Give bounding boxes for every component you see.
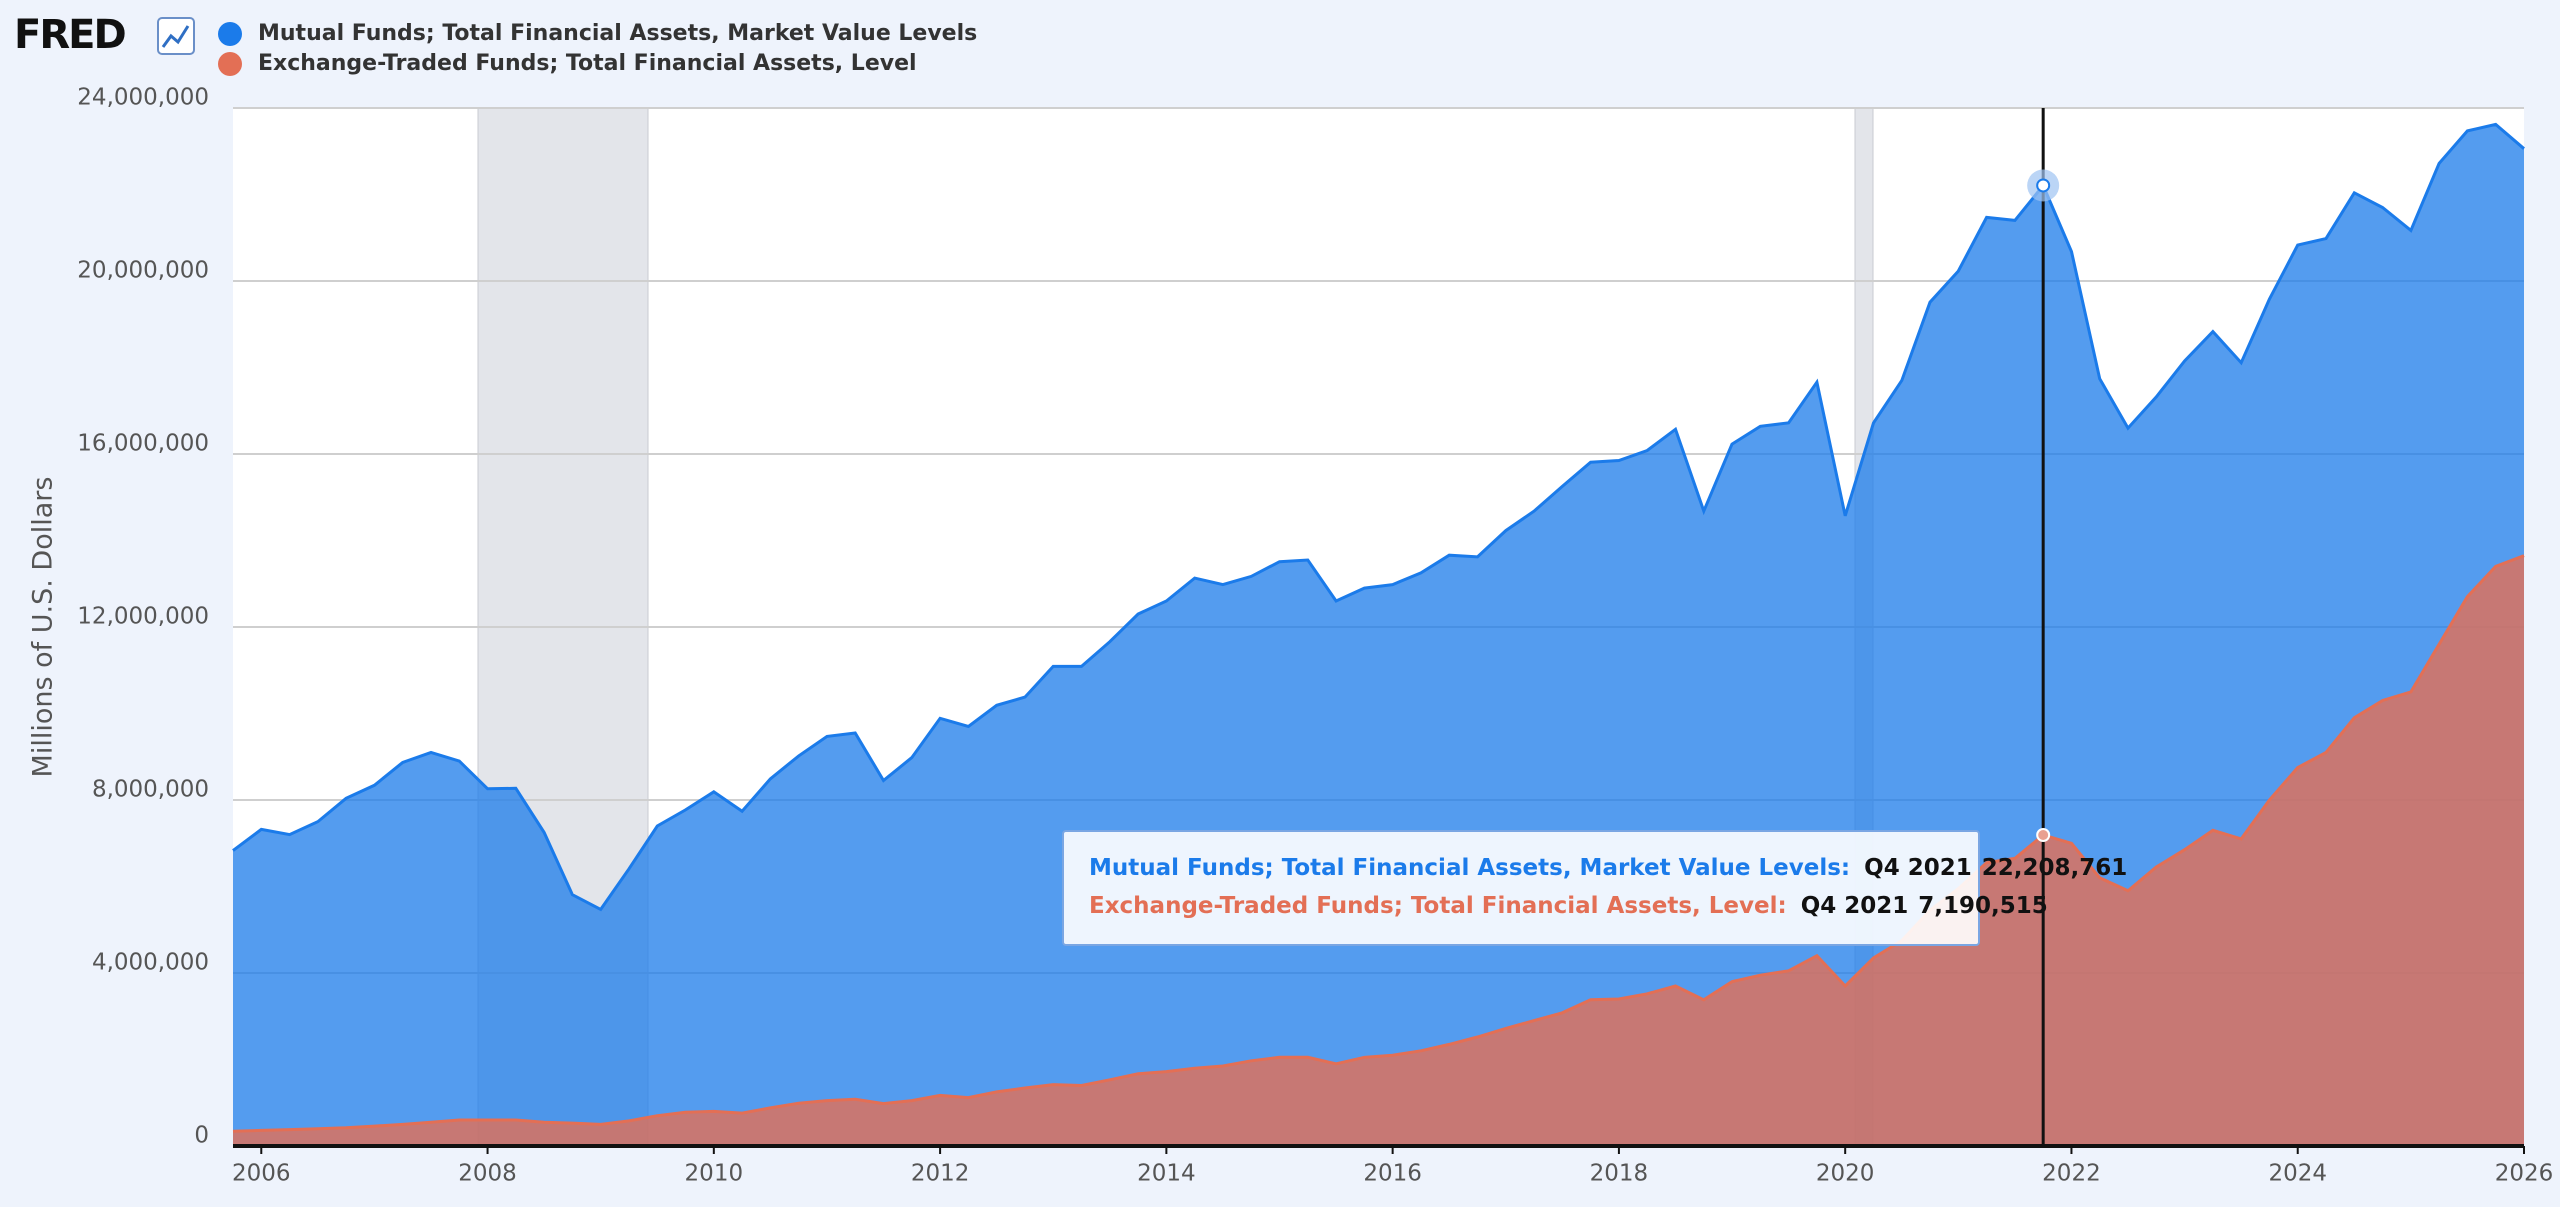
- hover-point: [2036, 178, 2051, 193]
- x-tick-label: 2010: [685, 1161, 744, 1187]
- area: [233, 555, 2524, 1146]
- y-tick-label: 4,000,000: [92, 950, 209, 976]
- tooltip-row: Exchange-Traded Funds; Total Financial A…: [1089, 893, 2048, 919]
- tooltip-row: Mutual Funds; Total Financial Assets, Ma…: [1089, 855, 2127, 881]
- legend-marker: [218, 22, 242, 46]
- series-line: [232, 122, 2525, 912]
- legend-label: Exchange-Traded Funds; Total Financial A…: [258, 51, 917, 76]
- y-tick-label: 20,000,000: [77, 258, 209, 284]
- y-tick-label: 24,000,000: [77, 85, 209, 111]
- tooltip-box: [1062, 830, 1980, 946]
- y-axis-label: Millions of U.S. Dollars: [28, 477, 59, 778]
- tooltip-date: Q4 2021: [1801, 893, 1909, 919]
- y-tick-label: 16,000,000: [77, 431, 209, 457]
- y-tick-label: 8,000,000: [92, 777, 209, 803]
- legend-label: Mutual Funds; Total Financial Assets, Ma…: [258, 21, 977, 46]
- y-tick-label: 12,000,000: [77, 604, 209, 630]
- x-tick-label: 2014: [1137, 1161, 1196, 1187]
- series-line: [232, 554, 2525, 1133]
- x-tick-label: 2008: [458, 1161, 517, 1187]
- logo: FRED: [14, 12, 125, 58]
- x-tick-label: 2024: [2268, 1161, 2327, 1187]
- tooltip-value: 7,190,515: [1918, 893, 2048, 919]
- x-tick-label: 2020: [1816, 1161, 1875, 1187]
- tooltip-label: Mutual Funds; Total Financial Assets, Ma…: [1089, 855, 1850, 881]
- x-tick-label: 2006: [232, 1161, 291, 1187]
- x-tick-label: 2022: [2042, 1161, 2101, 1187]
- x-tick-label: 2026: [2495, 1161, 2554, 1187]
- x-tick-label: 2018: [1590, 1161, 1649, 1187]
- tooltip-label: Exchange-Traded Funds; Total Financial A…: [1089, 893, 1787, 919]
- y-tick-label: 0: [194, 1123, 209, 1149]
- x-tick-label: 2012: [911, 1161, 970, 1187]
- tooltip-value: 22,208,761: [1982, 855, 2128, 881]
- x-tick-label: 2016: [1363, 1161, 1422, 1187]
- hover-point: [2036, 828, 2051, 843]
- legend-marker: [218, 52, 242, 76]
- tooltip-date: Q4 2021: [1864, 855, 1972, 881]
- logo-icon: [157, 17, 195, 55]
